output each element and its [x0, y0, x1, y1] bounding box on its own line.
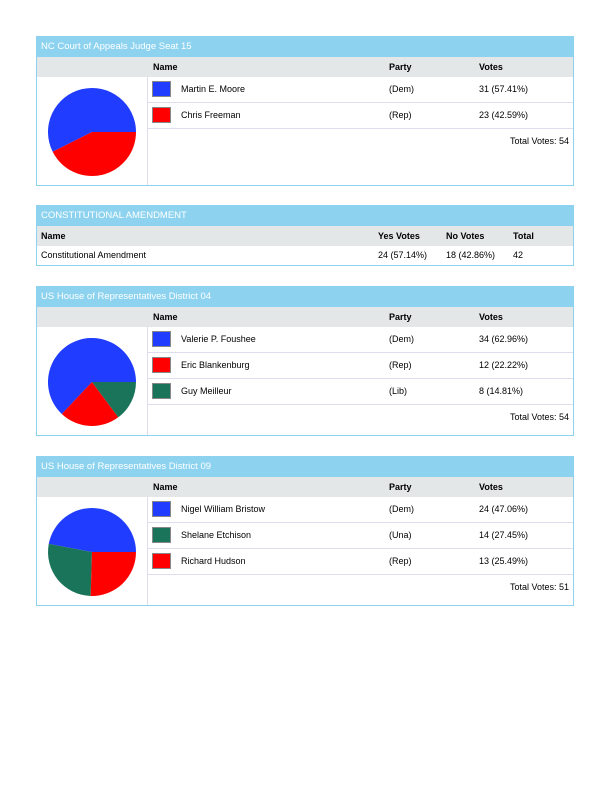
col-votes: Votes — [479, 312, 503, 322]
candidate-row: Shelane Etchison (Una) 14 (27.45%) — [147, 523, 573, 549]
pie-slice — [52, 132, 136, 176]
yes-votes: 24 (57.14%) — [378, 250, 428, 260]
column-header-row: Name Party Votes — [37, 307, 573, 327]
pie-slice — [90, 552, 136, 596]
col-votes: Votes — [479, 482, 503, 492]
color-swatch — [152, 383, 171, 399]
col-no: No Votes — [446, 231, 485, 241]
table-row: Constitutional Amendment 24 (57.14%) 18 … — [37, 246, 573, 265]
candidate-votes: 24 (47.06%) — [479, 504, 529, 514]
col-party: Party — [389, 62, 412, 72]
candidate-party: (Rep) — [389, 360, 412, 370]
amendment-section: CONSTITUTIONAL AMENDMENT Name Yes Votes … — [36, 205, 574, 266]
total-votes: Total Votes: 51 — [509, 582, 569, 592]
candidate-party: (Dem) — [389, 334, 414, 344]
pie-chart — [37, 77, 148, 185]
candidate-row: Martin E. Moore (Dem) 31 (57.41%) — [147, 77, 573, 103]
no-votes: 18 (42.86%) — [446, 250, 496, 260]
color-swatch — [152, 501, 171, 517]
total-votes: 42 — [513, 250, 524, 260]
col-name: Name — [153, 62, 178, 72]
pie-chart — [37, 497, 148, 605]
race-section: US House of Representatives District 09 … — [36, 456, 574, 606]
candidate-row: Nigel William Bristow (Dem) 24 (47.06%) — [147, 497, 573, 523]
section-title: CONSTITUTIONAL AMENDMENT — [37, 206, 573, 226]
col-votes: Votes — [479, 62, 503, 72]
col-total: Total — [513, 231, 534, 241]
section-title: NC Court of Appeals Judge Seat 15 — [37, 37, 573, 57]
pie-slice — [61, 382, 119, 426]
candidate-name: Guy Meilleur — [181, 386, 232, 396]
candidate-votes: 23 (42.59%) — [479, 110, 529, 120]
candidate-name: Martin E. Moore — [181, 84, 246, 94]
candidate-name: Nigel William Bristow — [181, 504, 266, 514]
candidate-party: (Una) — [389, 530, 412, 540]
candidate-name: Shelane Etchison — [181, 530, 252, 540]
candidate-party: (Rep) — [389, 110, 412, 120]
total-votes: Total Votes: 54 — [509, 412, 569, 422]
candidate-party: (Dem) — [389, 504, 414, 514]
candidate-row: Richard Hudson (Rep) 13 (25.49%) — [147, 549, 573, 575]
candidate-name: Chris Freeman — [181, 110, 241, 120]
column-header-row: Name Party Votes — [37, 57, 573, 77]
color-swatch — [152, 553, 171, 569]
pie-slice — [48, 543, 92, 596]
candidate-row: Valerie P. Foushee (Dem) 34 (62.96%) — [147, 327, 573, 353]
candidate-votes: 13 (25.49%) — [479, 556, 529, 566]
candidate-name: Richard Hudson — [181, 556, 246, 566]
candidate-party: (Lib) — [389, 386, 408, 396]
candidate-votes: 12 (22.22%) — [479, 360, 529, 370]
race-section: NC Court of Appeals Judge Seat 15 Name P… — [36, 36, 574, 186]
candidate-votes: 14 (27.45%) — [479, 530, 529, 540]
total-votes: Total Votes: 54 — [509, 136, 569, 146]
section-title: US House of Representatives District 09 — [37, 457, 573, 477]
section-title: US House of Representatives District 04 — [37, 287, 573, 307]
candidate-votes: 31 (57.41%) — [479, 84, 529, 94]
col-party: Party — [389, 312, 412, 322]
col-yes: Yes Votes — [378, 231, 420, 241]
col-name: Name — [153, 482, 178, 492]
col-name: Name — [41, 231, 66, 241]
color-swatch — [152, 107, 171, 123]
color-swatch — [152, 331, 171, 347]
race-section: US House of Representatives District 04 … — [36, 286, 574, 436]
column-header-row: Name Yes Votes No Votes Total — [37, 226, 573, 246]
candidate-votes: 34 (62.96%) — [479, 334, 529, 344]
pie-slice — [48, 508, 136, 552]
column-header-row: Name Party Votes — [37, 477, 573, 497]
pie-chart — [37, 327, 148, 435]
candidate-row: Chris Freeman (Rep) 23 (42.59%) — [147, 103, 573, 129]
candidate-party: (Dem) — [389, 84, 414, 94]
col-name: Name — [153, 312, 178, 322]
candidate-row: Guy Meilleur (Lib) 8 (14.81%) — [147, 379, 573, 405]
candidate-votes: 8 (14.81%) — [479, 386, 524, 396]
candidate-row: Eric Blankenburg (Rep) 12 (22.22%) — [147, 353, 573, 379]
candidate-name: Valerie P. Foushee — [181, 334, 256, 344]
pie-slice — [48, 88, 137, 152]
color-swatch — [152, 527, 171, 543]
color-swatch — [152, 81, 171, 97]
measure-name: Constitutional Amendment — [41, 250, 147, 260]
pie-slice — [48, 338, 136, 414]
color-swatch — [152, 357, 171, 373]
pie-slice — [92, 382, 136, 418]
candidate-name: Eric Blankenburg — [181, 360, 250, 370]
candidate-party: (Rep) — [389, 556, 412, 566]
col-party: Party — [389, 482, 412, 492]
